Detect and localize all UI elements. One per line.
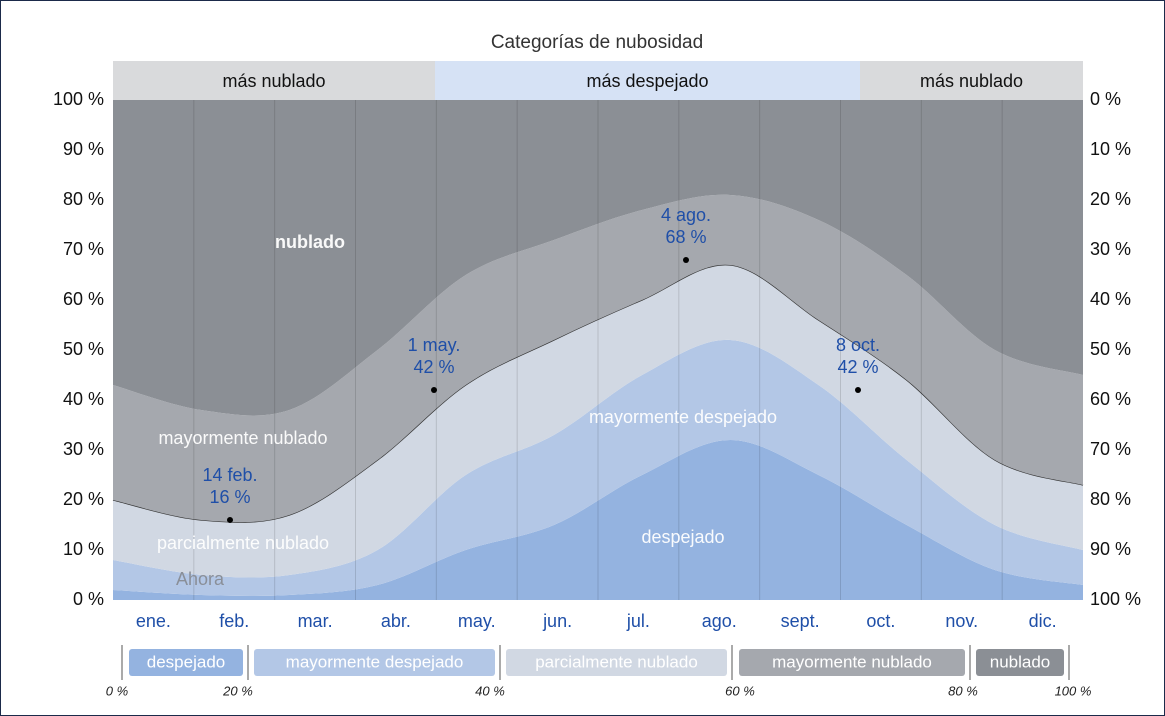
area xyxy=(113,194,1083,523)
y-tick-label: 80 % xyxy=(63,189,104,209)
annotation-dot xyxy=(855,387,861,393)
legend-tick: 40 % xyxy=(475,683,505,698)
band-label: más nublado xyxy=(920,71,1023,91)
area-label: mayormente nublado xyxy=(158,428,327,448)
y2-tick-label: 0 % xyxy=(1090,89,1121,109)
x-tick-label: ago. xyxy=(702,611,737,631)
legend-swatch xyxy=(506,649,727,676)
legend-swatch xyxy=(129,649,243,676)
band-label: más despejado xyxy=(586,71,708,91)
legend-label: nublado xyxy=(990,652,1051,671)
y-tick-label: 40 % xyxy=(63,389,104,409)
legend-tick: 20 % xyxy=(222,683,253,698)
legend-tick: 0 % xyxy=(106,683,128,698)
annotation-value: 42 % xyxy=(413,357,454,377)
y2-tick-label: 10 % xyxy=(1090,139,1131,159)
annotation-date: 1 may. xyxy=(408,335,461,355)
annotation-date: 4 ago. xyxy=(661,205,711,225)
legend-swatch xyxy=(976,649,1064,676)
legend-label: mayormente nublado xyxy=(772,652,932,671)
y2-tick-label: 60 % xyxy=(1090,389,1131,409)
y2-tick-label: 100 % xyxy=(1090,589,1141,609)
y2-tick-label: 80 % xyxy=(1090,489,1131,509)
y2-tick-label: 30 % xyxy=(1090,239,1131,259)
annotation-dot xyxy=(227,517,233,523)
y-tick-label: 20 % xyxy=(63,489,104,509)
legend-label: mayormente despejado xyxy=(286,652,464,671)
now-label: Ahora xyxy=(176,569,225,589)
legend-tick: 100 % xyxy=(1055,683,1092,698)
area-label: nublado xyxy=(275,232,345,252)
x-tick-label: sept. xyxy=(781,611,820,631)
y2-tick-label: 90 % xyxy=(1090,539,1131,559)
y-tick-label: 30 % xyxy=(63,439,104,459)
x-tick-label: abr. xyxy=(381,611,411,631)
y2-tick-label: 50 % xyxy=(1090,339,1131,359)
annotation-date: 8 oct. xyxy=(836,335,880,355)
x-tick-label: jun. xyxy=(542,611,572,631)
annotation-dot xyxy=(431,387,437,393)
legend-swatch xyxy=(254,649,495,676)
legend-label: despejado xyxy=(147,652,225,671)
annotation-value: 42 % xyxy=(837,357,878,377)
annotation-dot xyxy=(683,257,689,263)
area xyxy=(113,264,1083,578)
area xyxy=(113,440,1083,600)
band xyxy=(860,61,1083,100)
area xyxy=(113,100,1083,416)
area-label: mayormente despejado xyxy=(589,407,777,427)
x-tick-label: oct. xyxy=(866,611,895,631)
legend-swatch xyxy=(739,649,965,676)
annotation-value: 16 % xyxy=(209,487,250,507)
y2-tick-label: 70 % xyxy=(1090,439,1131,459)
band-label: más nublado xyxy=(222,71,325,91)
area-label: despejado xyxy=(641,527,724,547)
x-tick-label: mar. xyxy=(298,611,333,631)
y-tick-label: 90 % xyxy=(63,139,104,159)
y-tick-label: 60 % xyxy=(63,289,104,309)
x-tick-label: nov. xyxy=(945,611,978,631)
x-tick-label: ene. xyxy=(136,611,171,631)
band xyxy=(113,61,435,100)
y-tick-label: 100 % xyxy=(53,89,104,109)
annotation-date: 14 feb. xyxy=(202,465,257,485)
y-tick-label: 70 % xyxy=(63,239,104,259)
y2-tick-label: 40 % xyxy=(1090,289,1131,309)
y-tick-label: 0 % xyxy=(73,589,104,609)
legend-label: parcialmente nublado xyxy=(535,652,698,671)
x-tick-label: dic. xyxy=(1029,611,1057,631)
area xyxy=(113,339,1083,596)
y-tick-label: 10 % xyxy=(63,539,104,559)
area-label: parcialmente nublado xyxy=(157,533,329,553)
x-tick-label: feb. xyxy=(219,611,249,631)
band xyxy=(435,61,860,100)
y-tick-label: 50 % xyxy=(63,339,104,359)
chart-title: Categorías de nubosidad xyxy=(491,32,703,53)
legend-tick: 60 % xyxy=(725,683,755,698)
x-tick-label: jul. xyxy=(626,611,650,631)
annotation-value: 68 % xyxy=(665,227,706,247)
x-tick-label: may. xyxy=(458,611,496,631)
legend-tick: 80 % xyxy=(948,683,978,698)
y2-tick-label: 20 % xyxy=(1090,189,1131,209)
